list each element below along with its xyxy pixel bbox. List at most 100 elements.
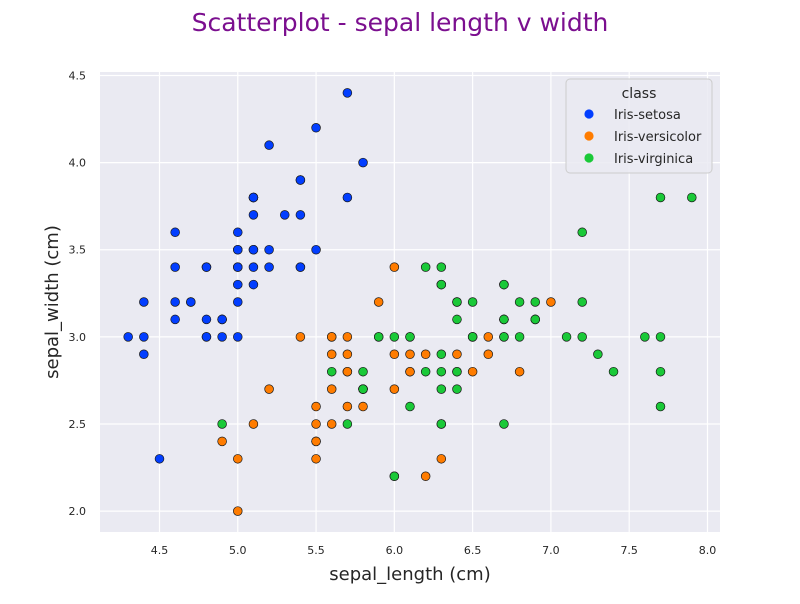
x-tick-label-0: 4.5	[151, 544, 169, 557]
x-tick-label-4: 6.5	[464, 544, 482, 557]
point-iris-versicolor-8	[483, 349, 494, 360]
point-iris-setosa-18	[342, 192, 353, 203]
point-iris-versicolor-31	[311, 436, 321, 447]
point-iris-setosa-46	[248, 192, 259, 203]
point-iris-setosa-36	[311, 244, 321, 255]
point-iris-virginica-3	[436, 349, 447, 360]
point-iris-setosa-24	[201, 262, 212, 272]
point-iris-versicolor-20	[373, 297, 384, 307]
point-iris-setosa-37	[217, 314, 227, 325]
point-iris-virginica-5	[640, 332, 650, 342]
point-iris-versicolor-3	[311, 454, 321, 464]
legend-marker-iris-setosa	[584, 109, 594, 119]
point-iris-setosa-17	[248, 244, 259, 255]
point-iris-setosa-38	[139, 332, 149, 342]
x-tick-label-5: 7.0	[542, 544, 560, 557]
point-iris-virginica-17	[655, 192, 666, 203]
x-tick-label-6: 7.5	[620, 544, 638, 557]
point-iris-virginica-13	[342, 419, 353, 429]
point-iris-virginica-23	[436, 384, 447, 394]
point-iris-setosa-14	[358, 157, 368, 168]
point-iris-setosa-31	[295, 262, 306, 272]
point-iris-setosa-33	[311, 123, 321, 133]
point-iris-versicolor-39	[311, 419, 321, 429]
y-tick-label-3: 3.5	[69, 244, 87, 257]
point-iris-versicolor-34	[295, 332, 306, 342]
legend-label-iris-setosa: Iris-setosa	[614, 108, 681, 123]
point-iris-virginica-30	[608, 366, 619, 377]
point-iris-setosa-35	[233, 297, 243, 307]
y-tick-label-2: 3.0	[69, 331, 87, 344]
point-iris-setosa-16	[295, 175, 306, 185]
point-iris-versicolor-45	[342, 332, 353, 342]
point-iris-versicolor-10	[233, 506, 243, 516]
y-tick-label-5: 4.5	[69, 69, 87, 82]
data-points	[123, 88, 697, 516]
point-iris-versicolor-25	[483, 332, 494, 342]
point-iris-versicolor-29	[342, 401, 353, 412]
point-iris-versicolor-7	[217, 436, 227, 447]
point-iris-virginica-21	[326, 366, 337, 377]
x-tick-label-7: 8.0	[699, 544, 717, 557]
point-iris-virginica-7	[593, 349, 603, 360]
point-iris-versicolor-18	[420, 471, 431, 481]
point-iris-virginica-18	[655, 401, 666, 412]
x-tick-label-3: 6.0	[386, 544, 404, 557]
point-iris-versicolor-4	[467, 366, 478, 377]
point-iris-setosa-8	[139, 349, 149, 360]
legend: class Iris-setosa Iris-versicolor Iris-vir…	[565, 78, 713, 174]
point-iris-versicolor-35	[389, 262, 400, 272]
point-iris-virginica-29	[577, 332, 587, 342]
point-iris-versicolor-19	[326, 419, 337, 429]
point-iris-versicolor-24	[452, 349, 462, 360]
point-iris-setosa-29	[186, 297, 196, 307]
y-tick-label-1: 2.5	[69, 418, 87, 431]
point-iris-setosa-23	[248, 279, 259, 290]
point-iris-virginica-31	[687, 192, 697, 203]
point-iris-virginica-15	[452, 297, 462, 307]
point-iris-versicolor-26	[514, 366, 525, 377]
point-iris-virginica-34	[405, 401, 415, 412]
point-iris-setosa-26	[233, 262, 243, 272]
point-iris-setosa-43	[233, 244, 243, 255]
point-iris-virginica-26	[420, 366, 431, 377]
point-iris-setosa-4	[233, 227, 243, 238]
point-iris-virginica-36	[436, 262, 447, 272]
point-iris-virginica-14	[358, 366, 368, 377]
point-iris-versicolor-44	[326, 384, 337, 394]
point-iris-versicolor-49	[342, 366, 353, 377]
point-iris-setosa-41	[154, 454, 165, 464]
point-iris-versicolor-23	[405, 366, 415, 377]
point-iris-virginica-40	[499, 314, 509, 325]
point-iris-versicolor-43	[233, 454, 243, 464]
point-iris-versicolor-48	[248, 419, 259, 429]
point-iris-versicolor-37	[436, 454, 447, 464]
point-iris-versicolor-13	[405, 349, 415, 360]
point-iris-setosa-13	[123, 332, 133, 342]
point-iris-virginica-35	[655, 332, 666, 342]
point-iris-setosa-27	[264, 244, 274, 255]
chart-title: Scatterplot - sepal length v width	[192, 8, 609, 37]
point-iris-versicolor-14	[326, 349, 337, 360]
point-iris-versicolor-9	[264, 384, 274, 394]
point-iris-versicolor-33	[389, 384, 400, 394]
y-axis-label: sepal_width (cm)	[42, 225, 63, 379]
point-iris-setosa-21	[248, 210, 259, 220]
point-iris-setosa-48	[279, 210, 290, 220]
legend-marker-iris-virginica	[584, 153, 594, 163]
point-iris-setosa-22	[170, 227, 180, 238]
point-iris-virginica-42	[358, 384, 368, 394]
point-iris-virginica-33	[436, 366, 447, 377]
point-iris-virginica-20	[530, 297, 541, 307]
legend-label-iris-versicolor: Iris-versicolor	[614, 130, 702, 145]
point-iris-setosa-1	[217, 332, 227, 342]
point-iris-virginica-11	[452, 384, 462, 394]
y-tick-label-0: 2.0	[69, 505, 87, 518]
point-iris-versicolor-42	[358, 401, 368, 412]
tick-labels: 4.5 5.0 5.5 6.0 6.5 7.0 7.5 8.0 2.0 2.5 3.0 3.5 4.0 4…	[69, 69, 717, 557]
point-iris-setosa-42	[139, 297, 149, 307]
x-axis-label: sepal_length (cm)	[329, 564, 490, 585]
legend-box	[565, 78, 713, 174]
point-iris-virginica-44	[499, 279, 509, 290]
